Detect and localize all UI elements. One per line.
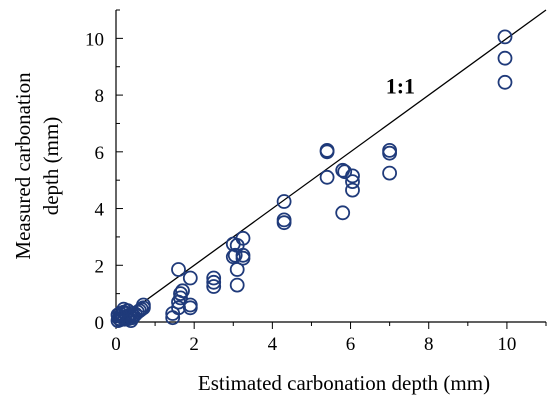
y-tick-label: 10	[85, 29, 104, 50]
data-point	[182, 270, 198, 286]
y-ticks: 0 2 4 6 8 10	[85, 9, 123, 334]
data-point	[206, 279, 222, 294]
data-point	[173, 286, 188, 302]
data-points	[110, 29, 513, 329]
data-point	[497, 29, 513, 45]
data-point	[276, 215, 292, 231]
data-point	[116, 301, 132, 317]
data-point	[173, 290, 188, 306]
axes	[115, 10, 546, 323]
data-point	[337, 164, 353, 180]
reference-line-label: 1:1	[386, 74, 415, 99]
x-axis-title: Estimated carbonation depth (mm)	[198, 371, 490, 395]
data-point	[235, 250, 251, 266]
data-point	[345, 174, 360, 190]
y-axis-title-line-1: Measured carbonation	[11, 72, 35, 260]
x-tick-label: 0	[111, 334, 121, 355]
data-point	[171, 262, 186, 277]
data-point	[229, 262, 245, 277]
data-point	[135, 297, 151, 313]
data-point	[227, 247, 243, 263]
x-ticks: 0 2 4 6 8 10	[111, 322, 547, 355]
data-point	[112, 306, 128, 321]
x-tick-label: 2	[189, 334, 199, 355]
data-point	[345, 168, 360, 184]
x-tick-label: 6	[346, 334, 356, 355]
reference-line-1-1	[115, 9, 547, 323]
data-point	[319, 169, 335, 185]
y-tick-label: 2	[95, 256, 105, 277]
y-axis-title: Measured carbonation depth (mm)	[11, 72, 63, 260]
y-tick-label: 8	[95, 86, 105, 107]
y-tick-label: 4	[95, 200, 105, 221]
y-axis-title-line-2: depth (mm)	[39, 117, 63, 216]
data-point	[229, 277, 245, 293]
data-point	[276, 194, 292, 209]
data-point	[335, 205, 351, 221]
data-point	[182, 300, 198, 316]
data-point	[382, 165, 398, 181]
data-point	[235, 247, 251, 263]
x-tick-label: 4	[268, 334, 278, 355]
data-point	[206, 274, 222, 290]
data-point	[497, 50, 513, 66]
data-point	[382, 145, 398, 161]
data-point	[206, 270, 222, 286]
data-point	[175, 283, 190, 299]
y-tick-label: 6	[95, 143, 105, 164]
data-point	[319, 144, 335, 160]
x-tick-label: 10	[497, 334, 516, 355]
data-point	[497, 74, 513, 90]
x-tick-label: 8	[424, 334, 434, 355]
y-tick-label: 0	[95, 313, 105, 334]
data-point	[235, 230, 251, 246]
data-point	[345, 182, 360, 198]
